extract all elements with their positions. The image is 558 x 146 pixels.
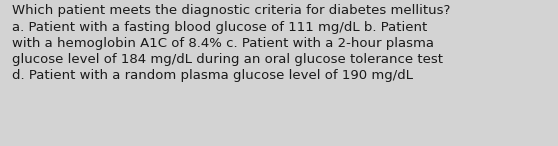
Text: Which patient meets the diagnostic criteria for diabetes mellitus?
a. Patient wi: Which patient meets the diagnostic crite… (12, 4, 451, 82)
